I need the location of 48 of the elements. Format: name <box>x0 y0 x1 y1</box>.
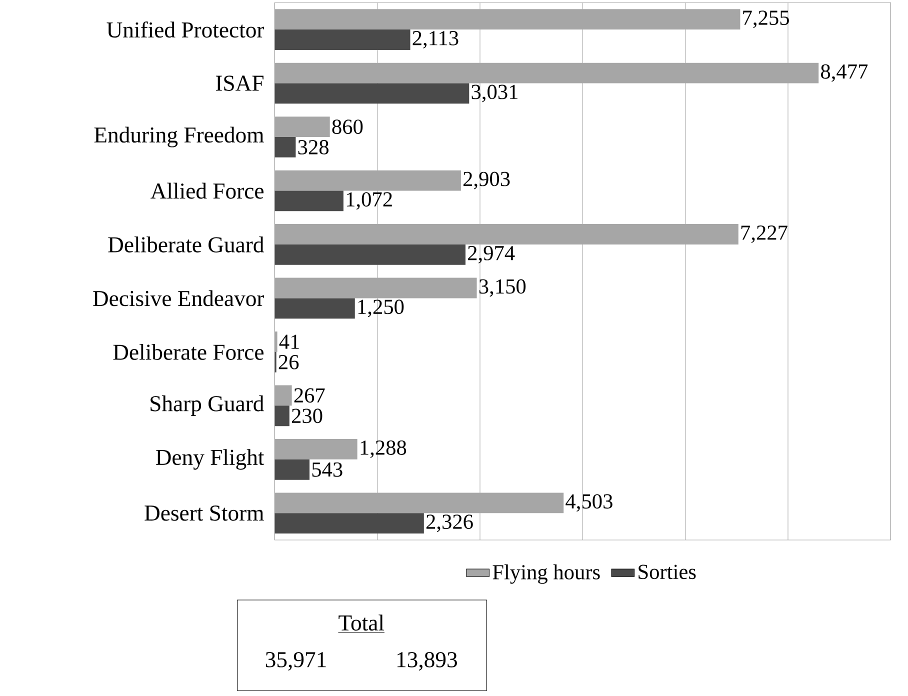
bar <box>274 459 310 480</box>
y-tick-label: Allied Force <box>150 182 264 199</box>
bar <box>274 298 355 319</box>
y-tick-label: Deliberate Force <box>113 344 264 360</box>
bar <box>274 137 296 158</box>
y-tick-label: ISAF <box>216 76 264 91</box>
bar <box>274 513 424 534</box>
bar <box>274 116 330 137</box>
y-tick-label: Desert Storm <box>144 506 264 521</box>
y-tick-label: Enduring Freedom <box>94 126 264 148</box>
text: 35,971 <box>266 652 326 671</box>
data-label: 2,974 <box>468 246 515 264</box>
data-label: 2,903 <box>463 172 510 190</box>
data-label: 3,150 <box>479 279 526 297</box>
bar <box>274 190 344 212</box>
data-label: 230 <box>292 408 322 424</box>
data-label: 860 <box>332 120 363 134</box>
data-label: 4,503 <box>566 494 612 512</box>
y-tick-label: Sharp Guard <box>150 395 264 416</box>
data-label: 2,113 <box>412 31 458 48</box>
data-label: 7,227 <box>741 226 788 243</box>
bar <box>274 30 410 50</box>
y-tick-label: Decisive Endeavor <box>93 290 264 306</box>
data-label: 1,288 <box>360 440 406 458</box>
y-tick-label: Deny Flight <box>156 449 264 470</box>
y-tick-label: Unified Protector <box>106 21 264 38</box>
text: Total <box>338 614 384 631</box>
data-label: 41 <box>279 334 299 349</box>
text: 13,893 <box>397 652 457 671</box>
data-label: 328 <box>298 140 328 154</box>
bar <box>274 385 292 406</box>
data-label: 2,326 <box>426 514 473 532</box>
bar <box>274 244 466 265</box>
data-label: 543 <box>312 462 342 477</box>
data-label: 1,072 <box>346 192 392 210</box>
bar <box>274 83 470 104</box>
data-label: 7,255 <box>743 10 789 28</box>
y-tick-label: Deliberate Guard <box>108 236 264 252</box>
data-label: 26 <box>278 354 299 370</box>
legend-label: Flying hours <box>492 564 600 584</box>
legend-label: Sorties <box>638 564 696 580</box>
data-label: 8,477 <box>821 64 868 82</box>
bar <box>274 438 358 460</box>
data-label: 267 <box>294 388 325 403</box>
data-label: 3,031 <box>472 84 518 102</box>
data-label: 1,250 <box>358 300 404 318</box>
bar <box>274 406 290 426</box>
bar <box>274 332 278 352</box>
